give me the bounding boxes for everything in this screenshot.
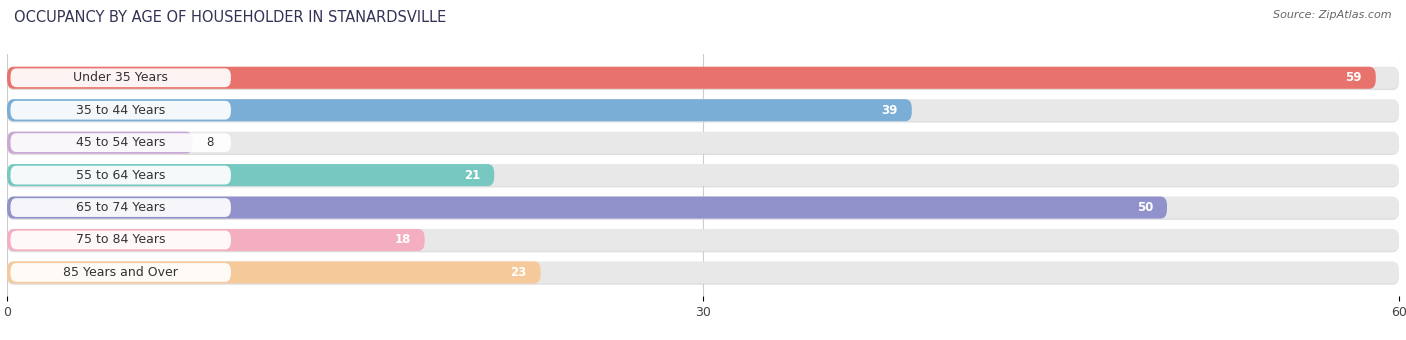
FancyBboxPatch shape: [7, 198, 1399, 220]
FancyBboxPatch shape: [7, 132, 1399, 154]
Text: 75 to 84 Years: 75 to 84 Years: [76, 234, 166, 246]
FancyBboxPatch shape: [7, 99, 1399, 121]
FancyBboxPatch shape: [7, 99, 912, 121]
FancyBboxPatch shape: [7, 263, 1399, 285]
Text: 18: 18: [394, 234, 411, 246]
FancyBboxPatch shape: [10, 263, 231, 282]
FancyBboxPatch shape: [7, 133, 1399, 155]
Text: 35 to 44 Years: 35 to 44 Years: [76, 104, 166, 117]
FancyBboxPatch shape: [7, 67, 1399, 89]
FancyBboxPatch shape: [7, 197, 1167, 219]
Text: 65 to 74 Years: 65 to 74 Years: [76, 201, 166, 214]
FancyBboxPatch shape: [7, 132, 193, 154]
Text: 55 to 64 Years: 55 to 64 Years: [76, 169, 166, 182]
FancyBboxPatch shape: [7, 101, 1399, 122]
FancyBboxPatch shape: [7, 261, 1399, 284]
Text: 23: 23: [510, 266, 527, 279]
Text: Under 35 Years: Under 35 Years: [73, 71, 169, 84]
FancyBboxPatch shape: [7, 229, 1399, 251]
Text: 50: 50: [1136, 201, 1153, 214]
Text: 8: 8: [207, 136, 214, 149]
FancyBboxPatch shape: [10, 101, 231, 120]
FancyBboxPatch shape: [7, 164, 1399, 186]
FancyBboxPatch shape: [7, 165, 1399, 187]
FancyBboxPatch shape: [7, 229, 425, 251]
FancyBboxPatch shape: [10, 198, 231, 217]
Text: 85 Years and Over: 85 Years and Over: [63, 266, 179, 279]
Text: OCCUPANCY BY AGE OF HOUSEHOLDER IN STANARDSVILLE: OCCUPANCY BY AGE OF HOUSEHOLDER IN STANA…: [14, 10, 446, 25]
FancyBboxPatch shape: [10, 68, 231, 87]
FancyBboxPatch shape: [7, 68, 1399, 90]
Text: 21: 21: [464, 169, 481, 182]
FancyBboxPatch shape: [10, 133, 231, 152]
Text: 59: 59: [1346, 71, 1362, 84]
FancyBboxPatch shape: [10, 166, 231, 185]
FancyBboxPatch shape: [7, 230, 1399, 252]
Text: 45 to 54 Years: 45 to 54 Years: [76, 136, 166, 149]
FancyBboxPatch shape: [7, 164, 495, 186]
FancyBboxPatch shape: [7, 67, 1375, 89]
FancyBboxPatch shape: [7, 197, 1399, 219]
Text: 39: 39: [882, 104, 898, 117]
Text: Source: ZipAtlas.com: Source: ZipAtlas.com: [1274, 10, 1392, 20]
FancyBboxPatch shape: [7, 261, 540, 284]
FancyBboxPatch shape: [10, 231, 231, 249]
